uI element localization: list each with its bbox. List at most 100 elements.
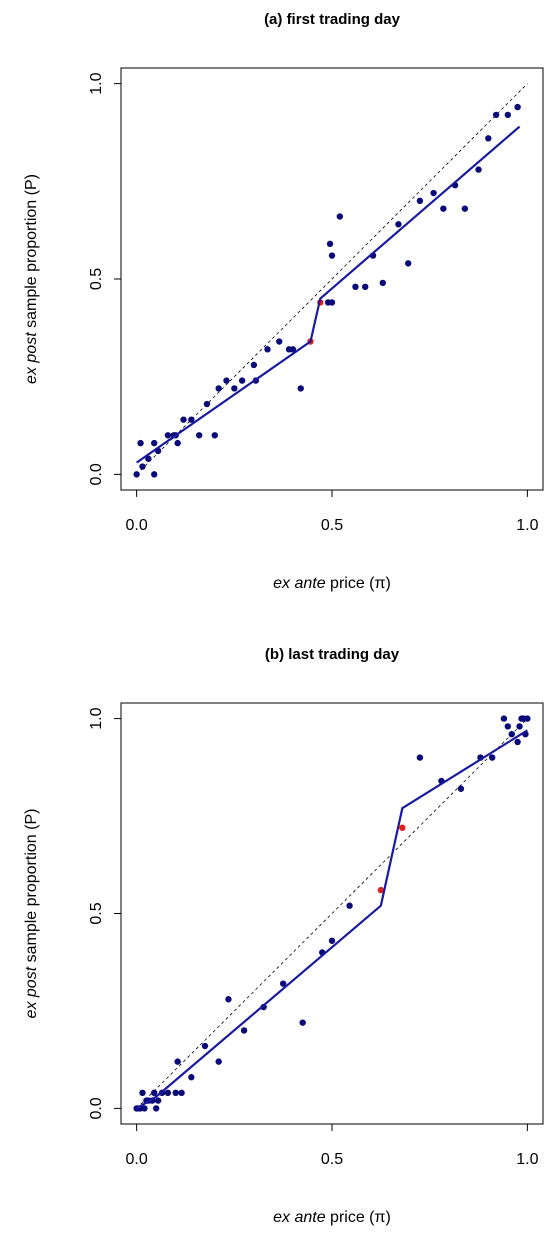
data-point xyxy=(485,135,492,142)
x-tick-label: 0.0 xyxy=(126,517,148,534)
data-point xyxy=(215,385,222,392)
x-axis-title-italic: ex ante xyxy=(273,575,326,592)
data-point xyxy=(500,715,508,722)
data-point xyxy=(250,361,258,369)
chart-title: (b) last trading day xyxy=(265,646,400,663)
fit-line xyxy=(136,729,528,1110)
data-point xyxy=(489,754,496,761)
data-point xyxy=(152,1105,160,1112)
data-point xyxy=(416,197,424,205)
data-point xyxy=(416,754,424,761)
reference-diagonal xyxy=(136,718,528,1109)
y-axis-title-rest: sample proportion (P) xyxy=(23,809,40,963)
data-point xyxy=(475,166,482,173)
data-point xyxy=(139,463,146,470)
data-point xyxy=(279,980,287,987)
data-point xyxy=(225,996,232,1003)
x-axis-title: ex ante price (π) xyxy=(273,1209,391,1226)
data-point xyxy=(326,240,334,248)
data-point xyxy=(379,279,386,287)
data-point xyxy=(440,205,447,212)
data-point xyxy=(195,432,203,439)
data-point xyxy=(211,432,218,439)
x-axis-title-rest: price (π) xyxy=(330,575,391,592)
data-point xyxy=(395,221,402,228)
x-tick-label: 0.5 xyxy=(321,517,343,534)
data-point xyxy=(404,260,412,267)
data-point xyxy=(346,902,353,909)
y-tick-label: 1.0 xyxy=(88,72,105,94)
data-point xyxy=(289,346,297,353)
y-axis-title-italic: ex post xyxy=(23,332,40,384)
x-axis-title-italic: ex ante xyxy=(273,1209,326,1226)
data-point xyxy=(504,723,512,730)
data-point xyxy=(377,886,385,894)
data-point xyxy=(430,189,437,197)
data-point xyxy=(151,1089,158,1097)
data-point xyxy=(188,416,195,423)
data-point xyxy=(399,824,406,831)
x-tick-label: 0.0 xyxy=(126,1151,148,1168)
data-point xyxy=(328,937,336,944)
x-axis-title-rest: price (π) xyxy=(330,1209,391,1226)
data-point xyxy=(178,1089,185,1097)
fit-line xyxy=(136,125,521,464)
y-axis-title-italic: ex post xyxy=(23,966,40,1018)
y-tick-label: 0.5 xyxy=(88,902,105,924)
data-point xyxy=(238,377,246,384)
data-point xyxy=(174,439,181,447)
x-axis-title: ex ante price (π) xyxy=(273,575,391,592)
y-axis-title: ex post sample proportion (P) xyxy=(23,174,40,384)
data-point xyxy=(164,432,172,439)
data-point xyxy=(492,111,500,119)
data-point xyxy=(276,338,283,345)
data-point xyxy=(139,1089,146,1097)
data-point xyxy=(264,346,271,353)
data-point xyxy=(154,1097,162,1104)
data-point xyxy=(231,385,238,392)
data-point xyxy=(240,1027,248,1034)
data-point xyxy=(514,738,521,746)
data-point xyxy=(174,1058,181,1065)
reference-diagonal xyxy=(136,83,528,475)
data-point xyxy=(223,377,230,384)
data-point xyxy=(524,715,531,722)
y-axis-title: ex post sample proportion (P) xyxy=(23,809,40,1019)
data-point xyxy=(299,1019,306,1026)
data-point xyxy=(362,283,369,291)
data-point xyxy=(151,471,158,478)
x-tick-label: 1.0 xyxy=(516,1151,538,1168)
data-point xyxy=(328,299,336,306)
data-point xyxy=(151,439,158,447)
data-point xyxy=(297,385,304,392)
data-point xyxy=(352,283,359,291)
data-point xyxy=(516,723,523,730)
data-point xyxy=(145,455,152,462)
data-point xyxy=(514,103,521,111)
data-point xyxy=(203,400,211,408)
x-tick-label: 0.5 xyxy=(321,1151,343,1168)
data-point xyxy=(201,1042,209,1050)
y-axis-title-rest: sample proportion (P) xyxy=(23,174,40,328)
data-point xyxy=(461,205,469,212)
data-point xyxy=(180,416,187,423)
data-point xyxy=(328,252,336,259)
data-point xyxy=(508,730,515,738)
data-point xyxy=(215,1058,222,1065)
data-point xyxy=(133,471,140,478)
data-point xyxy=(504,111,512,119)
data-point xyxy=(457,785,465,792)
data-point xyxy=(137,439,144,447)
data-point xyxy=(188,1074,195,1081)
y-tick-label: 1.0 xyxy=(88,707,105,729)
data-point xyxy=(336,213,344,220)
y-tick-label: 0.0 xyxy=(88,463,105,485)
data-point xyxy=(141,1105,148,1112)
x-tick-label: 1.0 xyxy=(516,517,538,534)
chart-title: (a) first trading day xyxy=(264,11,401,28)
y-tick-label: 0.0 xyxy=(88,1097,105,1119)
y-tick-label: 0.5 xyxy=(88,268,105,290)
data-point xyxy=(164,1089,172,1097)
data-point xyxy=(172,1089,179,1097)
